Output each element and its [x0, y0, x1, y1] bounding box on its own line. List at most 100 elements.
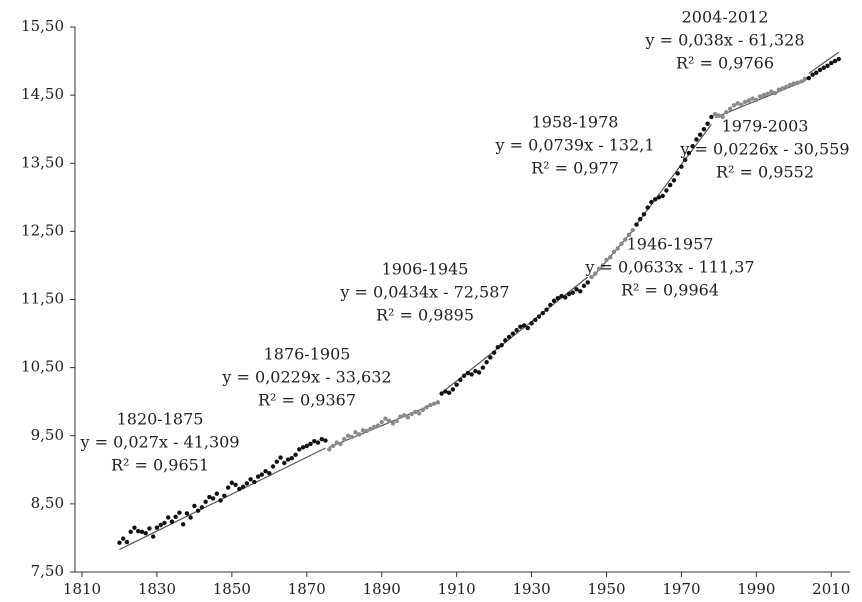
data-point [679, 164, 684, 169]
data-point [218, 498, 223, 503]
data-point [390, 421, 396, 426]
data-point [458, 377, 463, 383]
data-point [349, 434, 354, 440]
data-point [357, 432, 362, 437]
data-point [439, 391, 444, 396]
data-point [503, 338, 508, 343]
data-point [832, 58, 838, 64]
data-point [735, 101, 740, 106]
data-point [222, 493, 227, 498]
data-point [135, 528, 141, 534]
data-point [469, 372, 474, 377]
data-point [488, 355, 493, 360]
data-point [431, 401, 437, 406]
data-point [667, 182, 673, 188]
data-point [829, 60, 834, 66]
data-point [128, 529, 133, 535]
data-point [817, 67, 823, 73]
trend-r2: R² = 0,9367 [258, 391, 356, 410]
data-point [416, 411, 422, 416]
trend-r2: R² = 0,9651 [111, 456, 209, 475]
data-point [210, 496, 216, 501]
data-point [259, 472, 265, 477]
data-point [525, 325, 531, 331]
data-point [180, 522, 186, 527]
data-point [360, 428, 366, 433]
x-tick-label: 1990 [737, 580, 775, 598]
data-point [203, 499, 208, 505]
data-point [278, 455, 283, 460]
data-point [731, 103, 737, 108]
data-point [274, 459, 280, 464]
data-point [806, 75, 811, 81]
data-point [330, 443, 336, 449]
trend-r2: R² = 0,977 [531, 159, 619, 178]
data-point [282, 460, 287, 466]
data-point [548, 302, 553, 308]
data-point [593, 271, 598, 276]
x-tick-label: 2010 [812, 580, 850, 598]
trend-period: 1946-1957 [627, 235, 714, 254]
data-point [121, 536, 126, 541]
data-point [581, 283, 587, 289]
data-point [772, 90, 778, 96]
y-tick-label: 14,50 [21, 85, 64, 103]
data-point [461, 373, 467, 378]
data-point [769, 89, 774, 94]
data-point [705, 121, 710, 126]
data-point [750, 96, 755, 101]
data-point [409, 411, 414, 417]
data-point [244, 481, 250, 486]
trend-equation: y = 0,0739x - 132,1 [494, 136, 654, 155]
trend-r2: R² = 0,9552 [716, 163, 814, 182]
data-point [536, 314, 542, 319]
trend-r2: R² = 0,9766 [676, 54, 774, 73]
data-point [780, 86, 785, 91]
trend-r2: R² = 0,9964 [621, 281, 719, 300]
trend-equation: y = 0,038x - 61,328 [644, 31, 804, 50]
data-point [615, 246, 620, 251]
trend-equation: y = 0,0434x - 72,587 [339, 283, 509, 302]
data-point [799, 79, 804, 84]
data-point [401, 413, 407, 418]
data-point [353, 430, 358, 435]
data-point [319, 436, 324, 442]
data-point [150, 534, 156, 539]
data-point [712, 112, 718, 117]
data-point [499, 342, 504, 348]
data-point [682, 157, 688, 163]
data-point [697, 132, 703, 137]
data-point [630, 227, 635, 233]
data-point [398, 414, 403, 419]
data-point [761, 92, 767, 98]
data-point [248, 477, 253, 482]
data-point [795, 80, 800, 86]
data-point [233, 482, 238, 487]
data-point [387, 418, 392, 423]
data-point [225, 485, 231, 490]
data-point [686, 150, 692, 156]
data-point [784, 84, 789, 90]
data-point [491, 350, 497, 355]
data-point [240, 484, 246, 490]
data-point [776, 87, 782, 92]
data-point [270, 464, 276, 469]
trend-period: 1876-1905 [264, 345, 351, 364]
data-point [263, 468, 268, 474]
data-point [323, 438, 328, 443]
data-point [544, 307, 549, 312]
data-point [518, 324, 523, 329]
trend-period: 1906-1945 [382, 260, 469, 279]
data-point [117, 540, 122, 545]
data-point [143, 530, 148, 536]
data-point [229, 480, 235, 485]
data-point [836, 56, 841, 62]
data-point [177, 510, 182, 515]
data-point [368, 426, 373, 432]
data-point [626, 232, 632, 237]
data-point [304, 443, 309, 449]
data-point [802, 76, 808, 81]
data-point [383, 416, 388, 421]
data-point [529, 321, 534, 326]
data-point [372, 424, 377, 430]
